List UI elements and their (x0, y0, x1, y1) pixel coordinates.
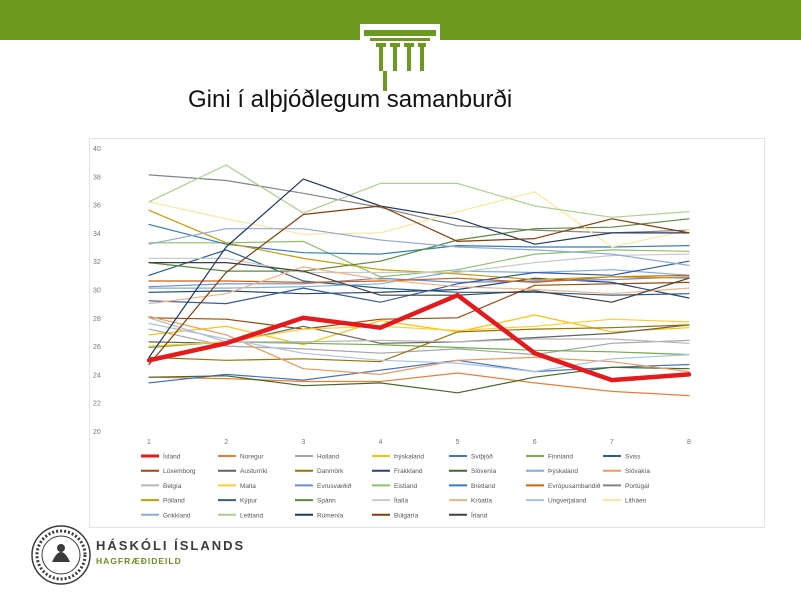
chart-frame (89, 138, 765, 528)
x-tick-label: 6 (533, 439, 537, 446)
legend-label: Kýpur (240, 498, 258, 505)
y-tick-label: 28 (93, 316, 101, 323)
legend-label: Evrópusambandið (548, 482, 601, 490)
series-line (148, 372, 690, 397)
legend-label: Ungverjaland (548, 498, 587, 505)
x-tick-label: 8 (687, 439, 691, 446)
series-line (148, 218, 690, 272)
legend-label: Frakkland (394, 468, 423, 475)
legend-label: Írland (471, 510, 488, 519)
legend-label: Belgía (163, 483, 182, 490)
series-line (148, 269, 690, 289)
university-column-logo-icon (360, 24, 440, 94)
series-line (148, 324, 690, 363)
legend-label: Þýskaland (548, 468, 578, 475)
x-tick-label: 1 (147, 439, 151, 446)
series-line (148, 209, 690, 281)
legend-label: Eistland (394, 483, 418, 490)
legend-label: Finnland (548, 454, 573, 461)
legend-label: Danmörk (317, 468, 344, 475)
legend-label: Austurríki (240, 468, 267, 475)
series-line (148, 174, 690, 234)
legend-label: Noregur (240, 454, 264, 461)
y-tick-label: 34 (93, 231, 101, 238)
y-tick-label: 22 (93, 401, 101, 408)
series-line (148, 240, 690, 278)
series-line (148, 205, 690, 366)
y-tick-label: 24 (93, 372, 101, 379)
series-line (148, 178, 690, 358)
x-tick-label: 7 (610, 439, 614, 446)
series-line (148, 359, 690, 384)
legend-label: Spánn (317, 498, 336, 505)
series-line (148, 314, 690, 346)
series-line (148, 277, 690, 299)
legend-label: Grikkland (163, 512, 191, 519)
series-line (148, 253, 690, 274)
series-line (148, 266, 690, 305)
university-name: HÁSKÓLI ÍSLANDS (96, 538, 246, 553)
legend-label: Lúxemborg (163, 468, 196, 475)
series-line (148, 261, 690, 303)
slide-title: Gini í alþjóðlegum samanburði (188, 86, 513, 113)
series-line (148, 191, 690, 248)
x-tick-label: 3 (301, 439, 305, 446)
legend-label: Litháen (625, 498, 647, 505)
series-line (148, 228, 690, 267)
legend-label: Portúgal (625, 483, 650, 490)
y-tick-label: 30 (93, 288, 101, 295)
series-line (146, 292, 692, 383)
legend-label: Slóvenía (471, 468, 497, 475)
y-tick-label: 26 (93, 344, 101, 351)
x-tick-label: 5 (456, 439, 460, 446)
series-line (148, 260, 690, 305)
legend-label: Slóvakía (625, 468, 650, 475)
series-line (148, 249, 690, 296)
legend-label: Ísland (163, 452, 181, 461)
legend-label: Malta (240, 483, 256, 490)
series-line (148, 366, 690, 394)
series-line (148, 328, 690, 356)
legend-label: Króatía (471, 498, 492, 505)
legend-label: Bretland (471, 483, 496, 490)
x-tick-label: 4 (378, 439, 382, 446)
series-line (148, 281, 690, 330)
y-tick-label: 38 (93, 174, 101, 181)
legend-label: Rúmenía (317, 512, 344, 519)
legend-label: Evrusvæðið (317, 482, 352, 490)
legend-label: Þýskaland (394, 454, 424, 461)
y-tick-label: 40 (93, 146, 101, 153)
legend-label: Pólland (163, 498, 185, 505)
legend-label: Lettland (240, 512, 264, 519)
university-seal-icon (31, 525, 91, 585)
department-name: HAGFRÆÐIDEILD (96, 556, 182, 566)
y-tick-label: 20 (93, 429, 101, 436)
series-line (148, 164, 690, 218)
legend-label: Holland (317, 454, 339, 461)
legend-label: Ítalía (394, 496, 408, 505)
x-tick-label: 2 (224, 439, 228, 446)
y-tick-label: 36 (93, 203, 101, 210)
legend-label: Sviss (625, 454, 641, 461)
legend-label: Búlgaría (394, 512, 419, 519)
y-tick-label: 32 (93, 259, 101, 266)
series-line (148, 276, 690, 288)
legend-label: Svíþjóð (471, 453, 493, 461)
